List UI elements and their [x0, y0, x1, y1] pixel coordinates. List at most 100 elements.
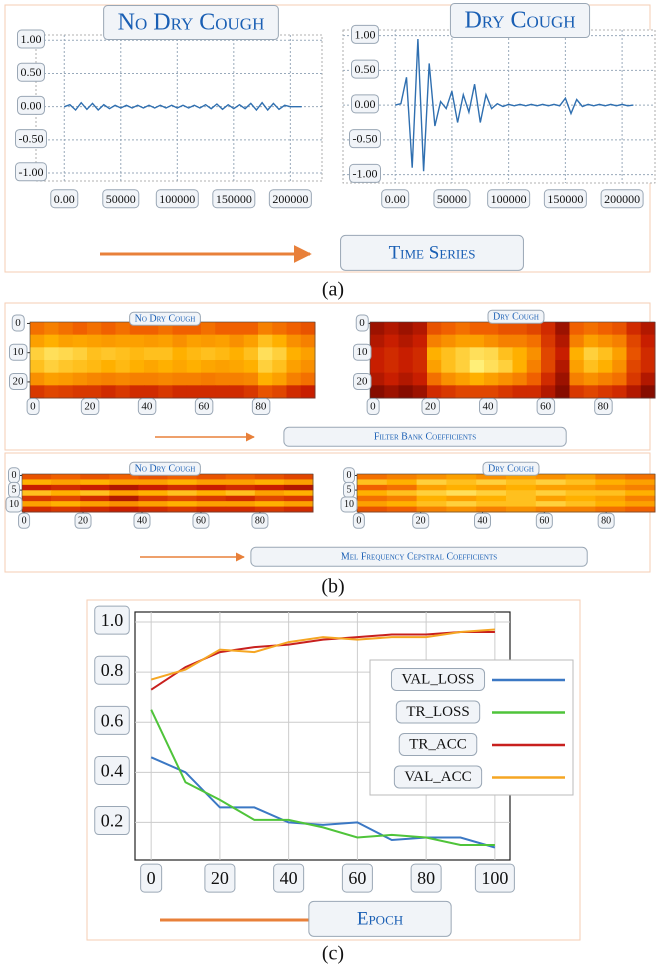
heat-cell	[225, 501, 256, 508]
label: No Dry Cough	[135, 463, 196, 474]
heat-cell	[484, 360, 499, 374]
heat-cell	[258, 334, 273, 348]
heat-cell	[398, 347, 414, 361]
x-tick-label: 0	[22, 515, 27, 526]
heat-cell	[476, 490, 507, 497]
x-tick-label: 200000	[272, 192, 308, 206]
heat-cell	[196, 501, 227, 508]
label-box	[26, 398, 40, 416]
heat-cell	[455, 334, 471, 348]
y-tick-label: 0	[12, 470, 17, 481]
heat-cell	[286, 322, 302, 336]
heat-cell	[498, 334, 513, 348]
heat-cell	[384, 347, 399, 361]
heat-cell	[384, 360, 399, 374]
label-box	[94, 655, 130, 685]
heat-cell	[469, 385, 485, 399]
heat-cell	[506, 506, 537, 513]
heat-cell	[225, 506, 256, 513]
y-tick-label: 5	[12, 484, 17, 495]
label-box	[474, 863, 515, 893]
heat-cell	[129, 347, 145, 361]
heat-cell	[254, 495, 285, 502]
label-box	[212, 189, 256, 209]
heat-cell	[101, 322, 116, 336]
heat-cell	[272, 385, 287, 399]
heat-cell	[598, 334, 613, 348]
heat-cell	[455, 385, 471, 399]
legend-label: VAL_ACC	[404, 769, 471, 785]
heat-cell	[386, 495, 418, 502]
heat-cell	[555, 347, 570, 361]
label-box	[340, 234, 524, 271]
heat-cell	[498, 372, 513, 386]
heat-cell	[506, 495, 537, 502]
heat-cell	[569, 322, 585, 336]
heat-cell	[44, 347, 59, 361]
plot-frame	[342, 29, 656, 184]
heat-cell	[22, 474, 52, 480]
heat-cell	[427, 322, 442, 336]
heat-cell	[129, 372, 145, 386]
label-box	[355, 314, 369, 332]
y-tick-label: -1.00	[353, 166, 378, 180]
heat-cell	[138, 501, 168, 508]
heat-cell	[416, 479, 447, 486]
label-box	[353, 372, 372, 390]
label: Dry Cough	[493, 311, 539, 322]
heat-cell	[446, 501, 477, 508]
heat-cell	[565, 506, 596, 513]
x-tick-label: 40	[280, 868, 298, 888]
label-box	[479, 398, 498, 416]
heat-cell	[476, 484, 507, 491]
heat-cell	[109, 479, 139, 486]
heat-cell	[272, 372, 287, 386]
heat-cell	[455, 322, 471, 336]
heat-cell	[416, 501, 447, 508]
label-box	[15, 162, 47, 182]
x-tick-label: 80	[601, 515, 611, 526]
heat-cell	[446, 484, 477, 491]
heat-cell	[625, 495, 656, 502]
heat-cell	[506, 479, 537, 486]
heat-cell	[158, 360, 173, 374]
heat-cell	[427, 360, 442, 374]
y-tick-label: 10	[344, 499, 354, 510]
heat-cell	[386, 501, 418, 508]
heat-cell	[172, 347, 188, 361]
heat-cell	[469, 360, 485, 374]
label-box	[487, 309, 545, 324]
label-box	[9, 343, 28, 361]
heat-cell	[612, 360, 627, 374]
x-tick-label: 0	[370, 401, 376, 413]
heat-cell	[416, 474, 447, 480]
label-box	[140, 863, 163, 893]
heat-cell	[51, 501, 81, 508]
y-tick-label: 10	[357, 346, 369, 358]
heat-cell	[640, 347, 656, 361]
heat-cell	[186, 385, 202, 399]
label-box	[250, 546, 588, 567]
label-box	[273, 863, 305, 893]
heat-cell	[44, 360, 59, 374]
x-tick-label: 80	[255, 515, 265, 526]
label-box	[129, 311, 201, 326]
plot-frame	[35, 34, 323, 182]
heat-cell	[229, 385, 245, 399]
label-box	[94, 705, 130, 735]
heat-cell	[565, 474, 596, 480]
legend-label: VAL_LOSS	[401, 671, 474, 687]
label-box	[268, 189, 312, 209]
heat-cell	[254, 506, 285, 513]
label-box	[94, 605, 130, 635]
heat-cell	[498, 322, 513, 336]
heat-cell	[512, 334, 528, 348]
heat-cell	[541, 372, 556, 386]
heat-cell	[484, 322, 499, 336]
heat-cell	[215, 385, 230, 399]
heat-cell	[186, 347, 202, 361]
heat-cell	[109, 506, 139, 513]
heat-cell	[243, 334, 259, 348]
heat-cell	[80, 474, 110, 480]
label: Dry Cough	[464, 8, 575, 34]
